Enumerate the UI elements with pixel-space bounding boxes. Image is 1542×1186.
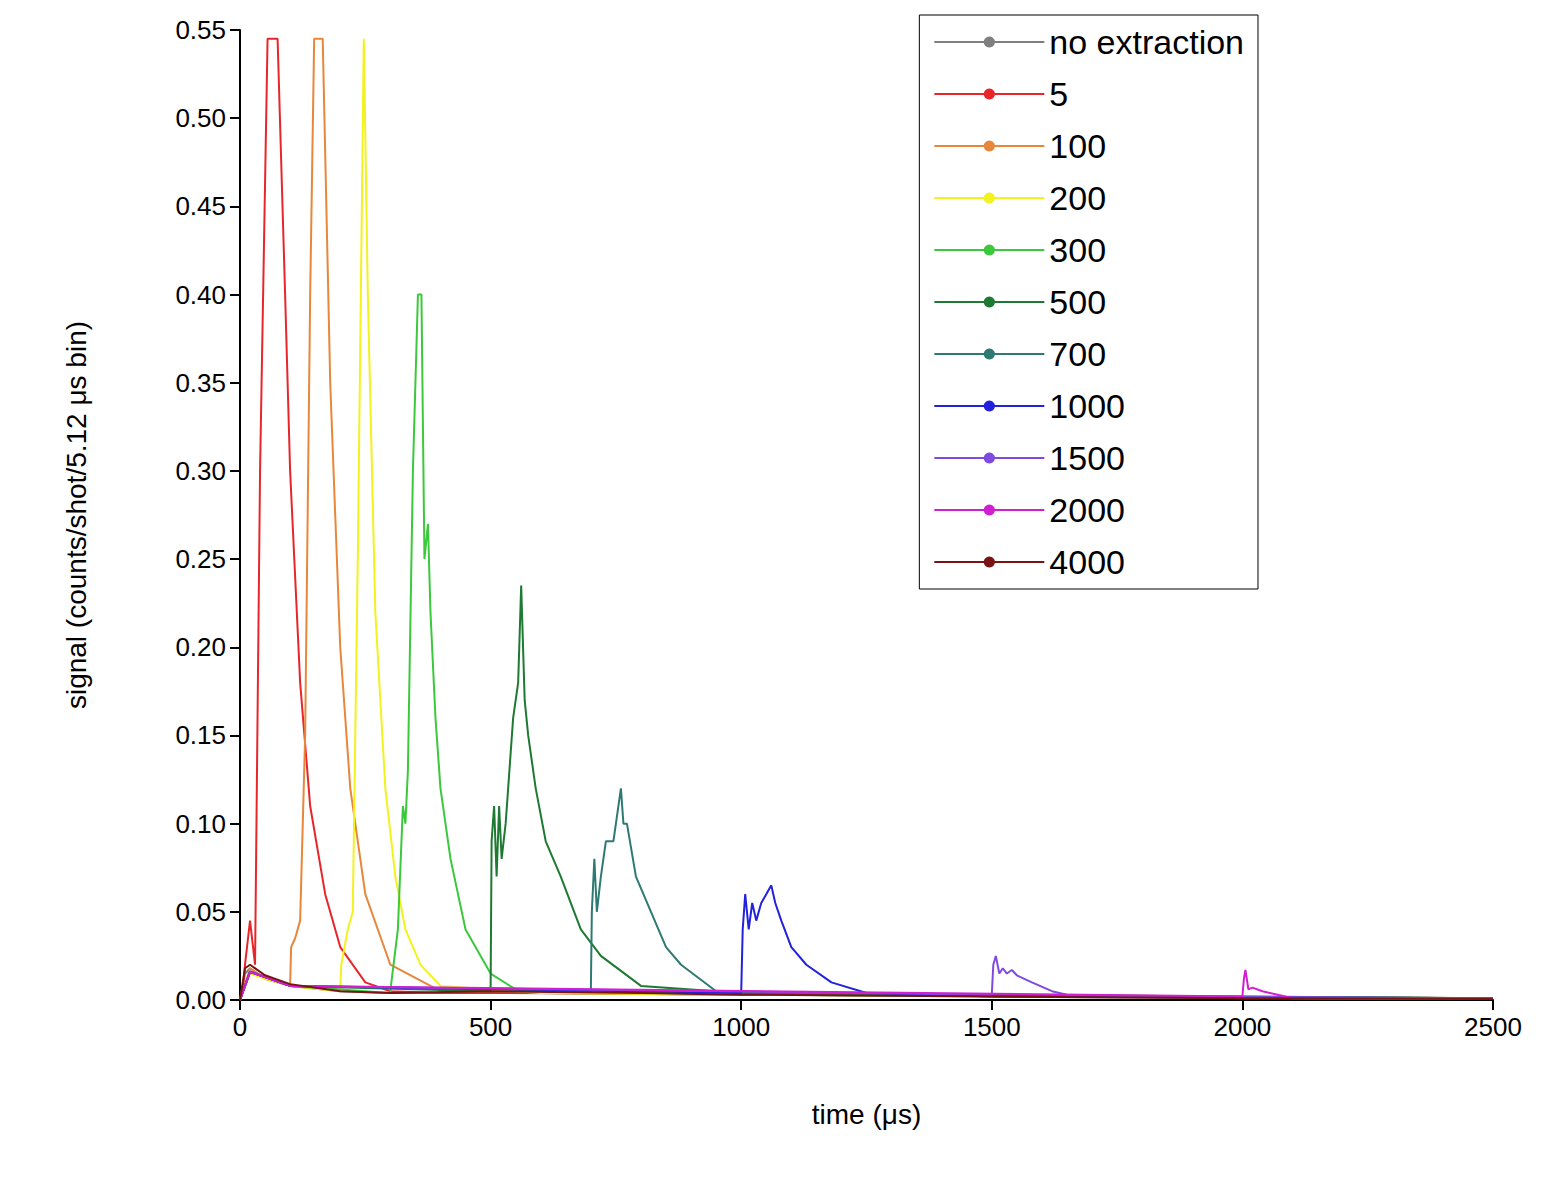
svg-text:300: 300 — [1049, 231, 1106, 269]
svg-text:time (μs): time (μs) — [812, 1099, 921, 1130]
svg-text:1000: 1000 — [712, 1012, 770, 1042]
svg-text:2000: 2000 — [1213, 1012, 1271, 1042]
svg-text:2500: 2500 — [1464, 1012, 1522, 1042]
svg-text:0.00: 0.00 — [175, 985, 226, 1015]
svg-text:0: 0 — [233, 1012, 247, 1042]
svg-text:signal (counts/shot/5.12 μs bi: signal (counts/shot/5.12 μs bin) — [61, 321, 92, 709]
svg-text:no extraction: no extraction — [1049, 23, 1244, 61]
svg-text:1500: 1500 — [963, 1012, 1021, 1042]
svg-text:0.35: 0.35 — [175, 368, 226, 398]
svg-text:500: 500 — [1049, 283, 1106, 321]
svg-text:0.25: 0.25 — [175, 544, 226, 574]
svg-text:0.10: 0.10 — [175, 809, 226, 839]
svg-text:5: 5 — [1049, 75, 1068, 113]
svg-text:0.15: 0.15 — [175, 720, 226, 750]
svg-text:0.45: 0.45 — [175, 191, 226, 221]
svg-text:500: 500 — [469, 1012, 512, 1042]
svg-text:0.50: 0.50 — [175, 103, 226, 133]
svg-text:0.40: 0.40 — [175, 280, 226, 310]
svg-text:0.55: 0.55 — [175, 15, 226, 45]
svg-text:2000: 2000 — [1049, 491, 1125, 529]
svg-text:100: 100 — [1049, 127, 1106, 165]
svg-text:200: 200 — [1049, 179, 1106, 217]
svg-text:1500: 1500 — [1049, 439, 1125, 477]
svg-text:700: 700 — [1049, 335, 1106, 373]
svg-text:0.30: 0.30 — [175, 456, 226, 486]
svg-text:1000: 1000 — [1049, 387, 1125, 425]
svg-text:0.05: 0.05 — [175, 897, 226, 927]
svg-text:4000: 4000 — [1049, 543, 1125, 581]
svg-text:0.20: 0.20 — [175, 632, 226, 662]
